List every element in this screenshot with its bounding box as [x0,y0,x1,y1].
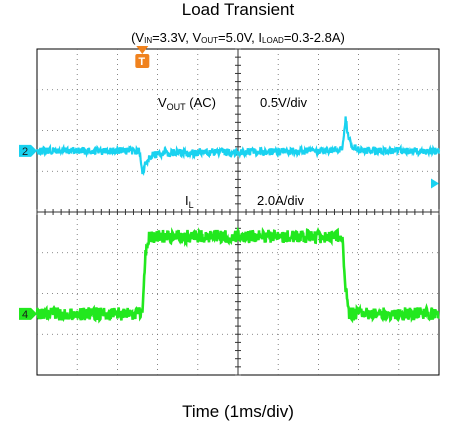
subtitle-subscript-1: IN [144,36,153,45]
trigger-arrow-icon [136,46,149,54]
subtitle-text-6: =0.3-2.8A) [283,30,345,45]
channel-4-label: 4 [22,309,28,321]
trigger-label: T [138,56,145,68]
trace-il [35,226,440,324]
plot-traces: 2 4 T [19,46,441,324]
offset-arrow-icon [431,178,439,189]
subtitle-text-0: (V [131,30,145,45]
subtitle-text-4: =5.0V, I [218,30,263,45]
trace-vout [35,116,441,176]
trigger-marker [135,54,150,68]
subtitle-subscript-3: OUT [201,36,219,45]
subtitle-subscript-5: LOAD [262,36,284,45]
plot-grid [36,48,440,376]
chart-title: Load Transient [181,0,295,19]
series-scale-il: 2.0A/div [257,193,304,208]
x-axis-label: Time (1ms/div) [182,402,294,421]
channel-2-marker [19,144,37,157]
channel-4-marker [19,307,37,320]
series-scale-vout: 0.5V/div [260,95,307,110]
series-label-il: IL [185,193,194,210]
subtitle-text-2: =3.3V, V [152,30,202,45]
series-label-vout: VOUT (AC) [158,95,216,112]
plot-labels: VOUT (AC) 0.5V/div IL 2.0A/div [158,95,307,210]
chart-subtitle: (VIN=3.3V, VOUT=5.0V, ILOAD=0.3-2.8A) [0,30,476,45]
channel-2-label: 2 [22,146,28,158]
